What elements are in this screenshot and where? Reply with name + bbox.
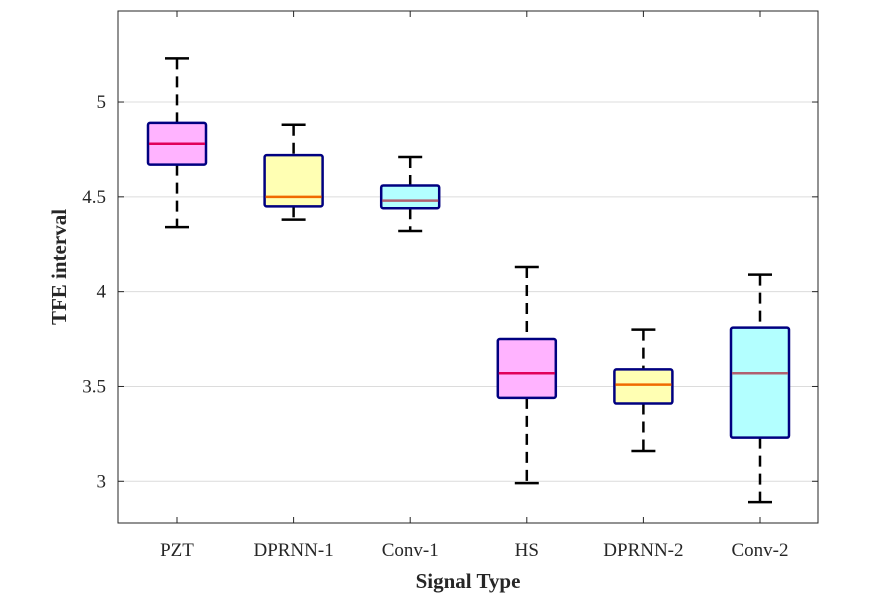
box-iqr xyxy=(263,153,324,208)
box-series xyxy=(146,57,791,504)
x-axis-label: Signal Type xyxy=(416,569,521,593)
x-axis-ticks: PZT DPRNN-1 Conv-1 HS DPRNN-2 Conv-2 xyxy=(160,11,789,561)
box-conv-2 xyxy=(729,273,791,504)
y-tick-label: 4.5 xyxy=(82,187,106,208)
y-tick-label: 5 xyxy=(97,92,107,113)
box-iqr xyxy=(496,337,558,400)
box-conv-1 xyxy=(379,155,441,233)
y-tick-label: 3.5 xyxy=(82,376,106,397)
x-tick-label: HS xyxy=(515,540,539,561)
box-pzt xyxy=(146,57,208,229)
plot-area-background xyxy=(118,11,818,523)
box-iqr xyxy=(379,184,441,210)
x-tick-label: DPRNN-1 xyxy=(253,540,333,561)
y-axis-ticks: 3 3.5 4 4.5 5 xyxy=(82,92,818,492)
box-dprnn-1 xyxy=(263,123,324,221)
plot-frame xyxy=(117,10,819,524)
y-tick-label: 3 xyxy=(97,471,107,492)
grid-lines xyxy=(118,101,818,482)
y-tick-label: 4 xyxy=(97,282,107,303)
box-iqr xyxy=(613,368,674,405)
x-tick-label: Conv-2 xyxy=(732,540,789,561)
box-dprnn-2 xyxy=(613,328,674,453)
x-tick-label: PZT xyxy=(160,540,194,561)
x-tick-label: DPRNN-2 xyxy=(603,540,683,561)
y-axis-label: TFE interval xyxy=(47,209,71,325)
x-tick-label: Conv-1 xyxy=(382,540,439,561)
box-hs xyxy=(496,265,558,485)
box-iqr xyxy=(729,326,791,439)
